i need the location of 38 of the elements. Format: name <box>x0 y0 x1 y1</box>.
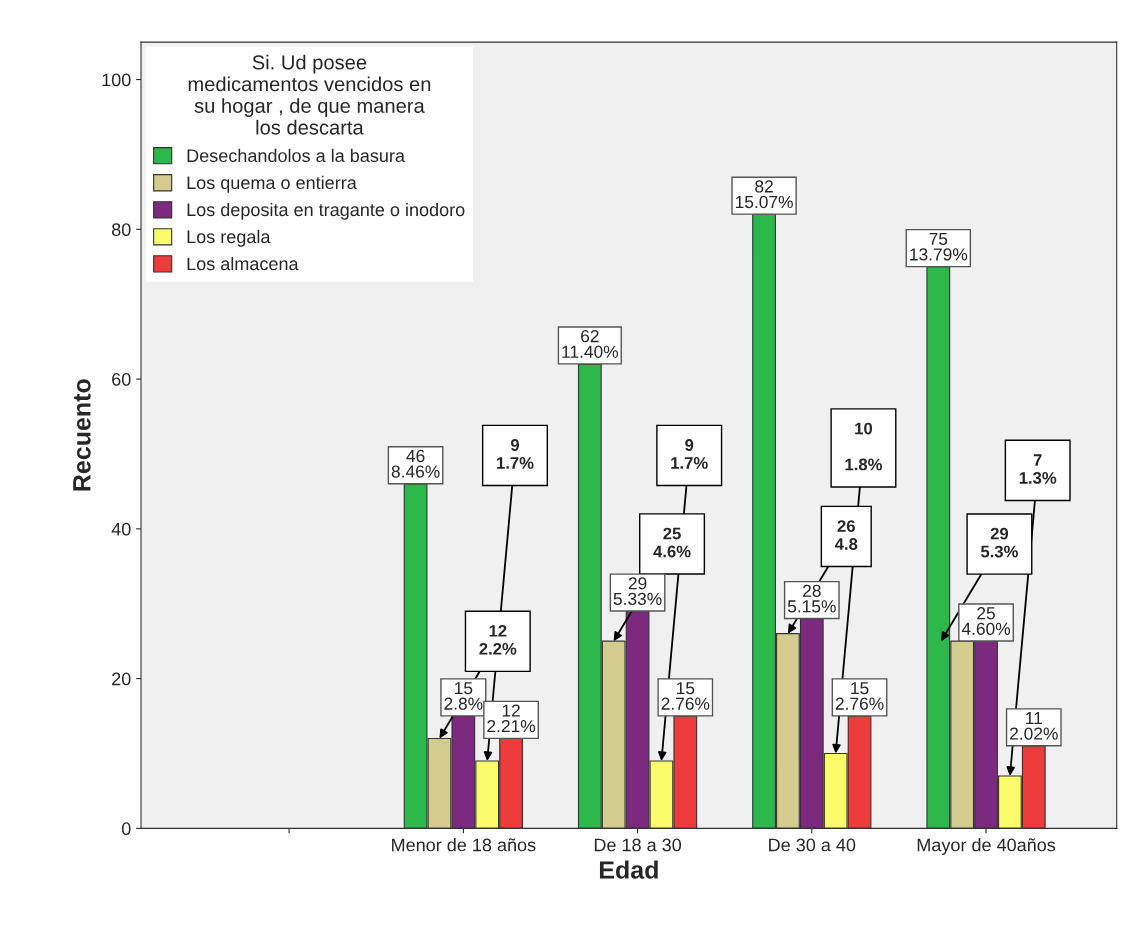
data-label: 9 1.7% <box>497 439 534 469</box>
data-label: 15 2.8% <box>444 682 483 710</box>
data-label: 12 2.2% <box>479 624 517 655</box>
data-label: 46 8.46% <box>391 449 440 478</box>
annotation: 29 5.3% <box>980 527 1018 558</box>
y-axis-title: Recuento <box>73 379 91 491</box>
data-label: 12 2.21% <box>487 704 536 733</box>
y-tick-label: 40 <box>111 522 131 536</box>
x-tick-label: De 18 a 30 <box>594 838 682 852</box>
legend-label: Los quema o entierra <box>187 175 357 193</box>
data-label: 29 5.33% <box>613 577 662 605</box>
data-label: 15 2.76% <box>661 682 710 710</box>
y-tick-label: 20 <box>112 672 131 686</box>
y-tick-label: 60 <box>112 373 131 386</box>
legend-label: Desechandolos a la basura <box>187 148 405 163</box>
data-label: 7 1.3% <box>1019 454 1057 484</box>
y-tick-label: 100 <box>102 73 131 87</box>
data-label: 15 2.76% <box>835 682 884 710</box>
data-label: 25 4.6% <box>653 527 691 558</box>
data-label: 9 1.7% <box>671 439 708 469</box>
y-tick-label: 0 <box>121 822 131 836</box>
data-label: 25 4.60% <box>961 607 1011 635</box>
x-tick-label: Mayor de 40años <box>917 838 1056 855</box>
text: 10 1.8% <box>845 422 883 471</box>
data-label: 28 5.15% <box>787 584 836 613</box>
legend-title: Si. Ud posee medicamentos vencidos en su hogar , de que manera los descarta <box>188 54 431 135</box>
legend-label: Los almacena <box>187 256 299 271</box>
data-label: 26 4.8 <box>834 520 858 550</box>
legend-label: Los deposita en tragante o inodoro <box>187 202 465 220</box>
x-tick-label: Menor de 18 años <box>392 838 536 852</box>
x-tick-label: De 30 a 40 <box>769 838 856 852</box>
data-label: 62 11.40% <box>562 330 619 358</box>
legend-label: Los regala <box>187 229 271 247</box>
x-axis-title: Edad <box>599 860 658 879</box>
data-label: 75 13.79% <box>910 232 968 261</box>
data-label: 82 15.07% <box>735 180 793 209</box>
data-label: 11 2.02% <box>1010 712 1058 740</box>
y-tick-label: 80 <box>111 223 131 237</box>
